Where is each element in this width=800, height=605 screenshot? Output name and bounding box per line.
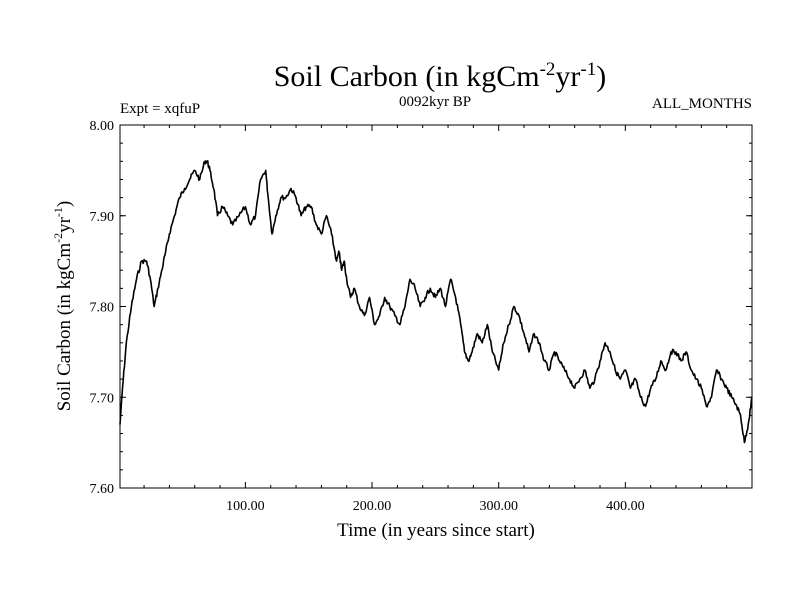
plot-frame [119,124,753,489]
x-tick-label: 200.00 [353,499,392,514]
x-tick-label: 100.00 [226,499,265,514]
chart-title: Soil Carbon (in kgCm-2yr-1) [274,59,607,93]
x-tick-label: 400.00 [606,499,645,514]
experiment-label: Expt = xqfuP [120,101,200,117]
y-tick-label: 8.00 [90,119,115,134]
y-axis-ticks: 7.60 7.70 7.80 7.90 8.00 [90,119,752,497]
y-tick-label: 7.70 [90,391,115,406]
y-tick-label: 7.90 [90,210,115,225]
months-label: ALL_MONTHS [652,96,752,112]
x-axis-ticks: 100.00 200.00 300.00 400.00 [143,125,728,514]
series-line [119,160,753,444]
y-tick-label: 7.80 [90,301,115,316]
y-tick-label: 7.60 [90,482,115,497]
series-group [119,160,753,444]
x-tick-label: 300.00 [479,499,518,514]
period-label: 0092kyr BP [399,94,471,110]
y-axis-label: Soil Carbon (in kgCm-2yr-1) [51,201,75,412]
x-axis-label: Time (in years since start) [337,520,535,541]
